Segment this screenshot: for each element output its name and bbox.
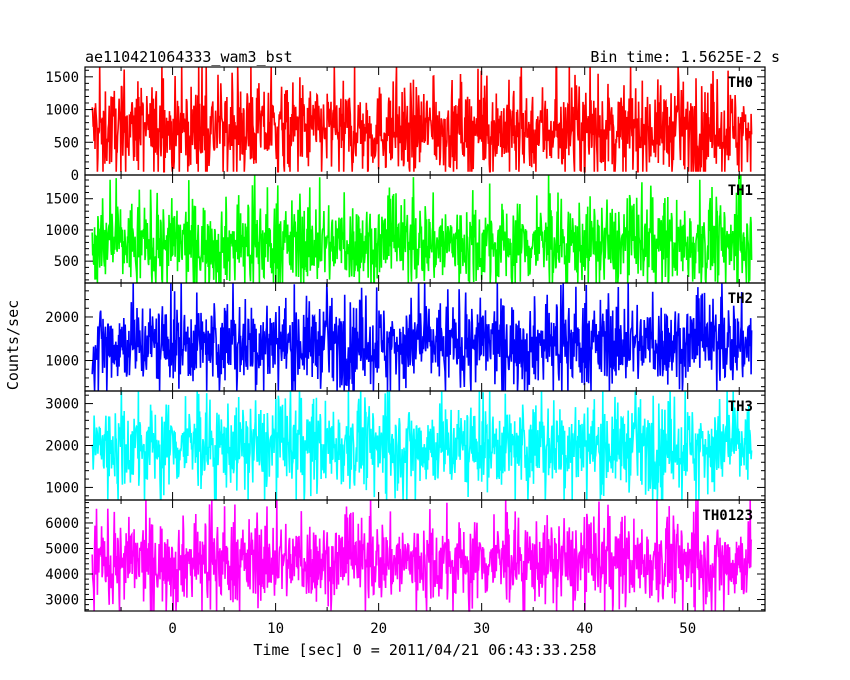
x-axis-label: Time [sec] 0 = 2011/04/21 06:43:33.258 [253,641,596,659]
y-tick-label: 1500 [45,192,79,208]
series-th1 [91,174,753,284]
panel-th0123: 3000 4000 5000 6000 TH0123 [45,499,766,612]
y-tick-label: 500 [54,254,79,270]
x-tick-label: 10 [267,621,284,637]
channel-label-th0: TH0 [728,75,753,91]
channel-label-th3: TH3 [728,399,753,415]
y-tick-label: 6000 [45,516,79,532]
y-tick-label: 0 [71,168,79,184]
x-ticks-group: 0 10 20 30 40 50 [168,621,696,637]
series-th0 [91,66,753,173]
series-th3 [91,390,753,501]
x-tick-label: 20 [370,621,387,637]
y-tick-label: 3000 [45,397,79,413]
y-tick-label: 1000 [45,103,79,119]
channel-label-th1: TH1 [728,183,753,199]
panel-th0: 0 500 1000 1500 TH0 [45,66,766,184]
chart-title: ae110421064333_wam3_bst [85,48,293,66]
y-tick-label: 1000 [45,480,79,496]
y-tick-label: 4000 [45,567,79,583]
y-tick-label: 2000 [45,310,79,326]
panel-th2: 1000 2000 TH2 [45,282,766,392]
series-th0123 [91,499,753,612]
panel-th3: 1000 2000 3000 TH3 [45,390,766,501]
y-tick-label: 500 [54,135,79,151]
y-tick-label: 1000 [45,354,79,370]
y-axis-label: Counts/sec [4,300,22,390]
y-tick-label: 2000 [45,439,79,455]
y-tick-label: 1000 [45,223,79,239]
x-tick-label: 0 [168,621,176,637]
channel-label-th0123: TH0123 [702,508,753,524]
x-tick-label: 40 [576,621,593,637]
x-tick-label: 50 [679,621,696,637]
y-tick-label: 5000 [45,541,79,557]
x-tick-label: 30 [473,621,490,637]
panels-group: 0 500 1000 1500 TH0 500 1000 1500 TH1 1000 2000 TH2… [45,66,766,612]
series-th2 [91,282,753,392]
y-tick-label: 1500 [45,70,79,86]
y-tick-label: 3000 [45,593,79,609]
panel-th1: 500 1000 1500 TH1 [45,174,766,284]
panel-frame [84,499,766,612]
chart-subtitle: Bin time: 1.5625E-2 s [590,48,780,66]
channel-label-th2: TH2 [728,291,753,307]
